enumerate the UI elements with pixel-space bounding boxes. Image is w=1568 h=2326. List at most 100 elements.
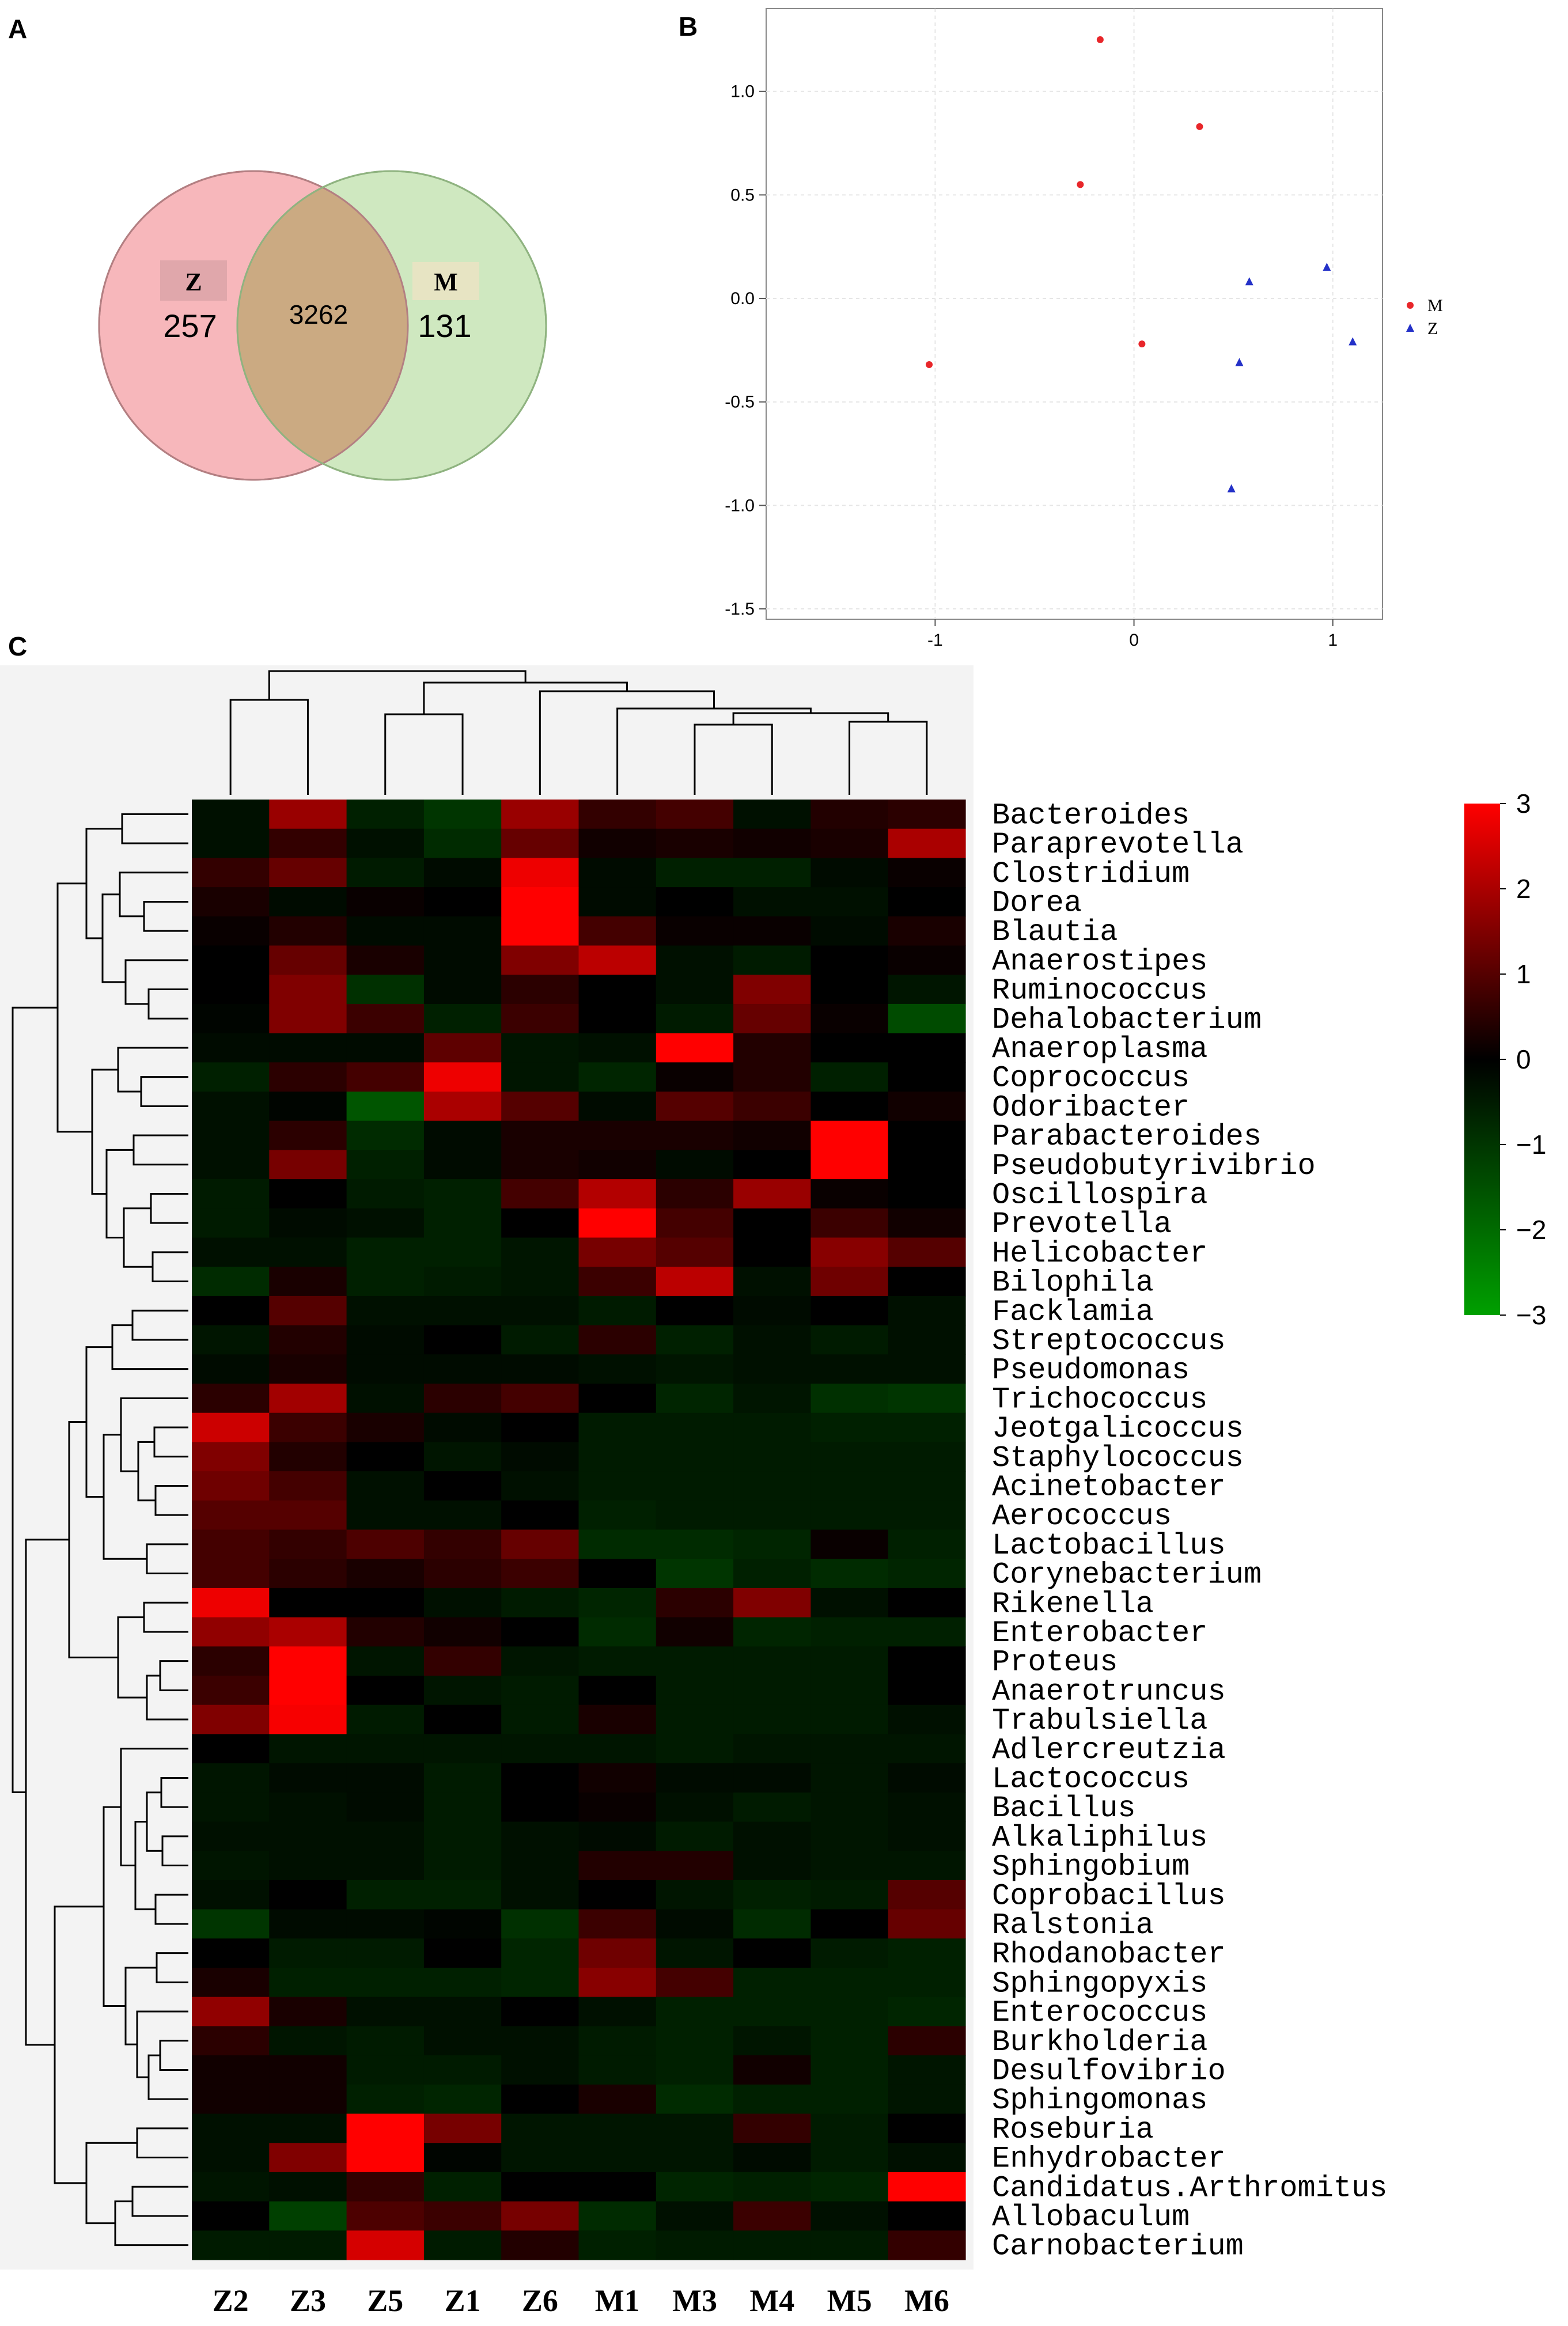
heatmap-cell	[269, 800, 347, 829]
heatmap-cell	[269, 916, 347, 946]
row-label: Staphylococcus	[992, 1441, 1244, 1475]
heatmap-cell	[346, 1325, 425, 1355]
heatmap-cell	[656, 1763, 734, 1793]
row-label: Sphingopyxis	[992, 1967, 1207, 2001]
row-label: Corynebacterium	[992, 1558, 1262, 1592]
heatmap-cell	[423, 1267, 502, 1297]
heatmap-cell	[578, 1734, 657, 1764]
heatmap-cell	[578, 1704, 657, 1734]
heatmap-cell	[888, 1792, 966, 1823]
heatmap-cell	[888, 1617, 966, 1647]
heatmap-cell	[501, 1003, 580, 1034]
heatmap-cell	[810, 2172, 889, 2202]
heatmap-cell	[733, 1092, 811, 1122]
heatmap-cell	[192, 2230, 270, 2260]
scatter-point-m	[1196, 123, 1203, 130]
heatmap-cell	[810, 2113, 889, 2143]
heatmap-cell	[501, 1384, 580, 1414]
row-label: Lactococcus	[992, 1763, 1190, 1797]
column-label: Z2	[213, 2283, 249, 2318]
heatmap-cell	[423, 1676, 502, 1706]
heatmap-cell	[733, 1588, 811, 1618]
heatmap-cell	[888, 1909, 966, 1939]
heatmap-cell	[733, 1997, 811, 2026]
row-label: Enterococcus	[992, 1996, 1207, 2030]
legend-label-z: Z	[1427, 319, 1438, 338]
heatmap-cell	[501, 1471, 580, 1501]
row-label: Sphingomonas	[992, 2083, 1207, 2117]
heatmap-cell	[656, 1851, 734, 1881]
heatmap-cell	[733, 1325, 811, 1355]
row-label: Aerococcus	[992, 1499, 1172, 1533]
heatmap-cell	[656, 1150, 734, 1180]
column-label: M4	[749, 2283, 794, 2318]
heatmap-cell	[888, 1646, 966, 1676]
heatmap-cell	[733, 2172, 811, 2202]
heatmap-cell	[578, 1442, 657, 1472]
heatmap-cell	[192, 916, 270, 946]
heatmap-cell	[346, 858, 425, 888]
heatmap-cell	[578, 945, 657, 975]
heatmap-cell	[656, 1792, 734, 1823]
heatmap-cell	[810, 1237, 889, 1267]
heatmap-cell	[656, 828, 734, 858]
heatmap-cell	[578, 1120, 657, 1150]
row-label: Odoribacter	[992, 1090, 1190, 1124]
row-label: Anaeroplasma	[992, 1032, 1207, 1066]
heatmap-cell	[346, 1880, 425, 1910]
heatmap-cell	[578, 2143, 657, 2173]
scatter-points	[926, 36, 1357, 493]
heatmap-cell	[810, 1997, 889, 2026]
heatmap-cell	[578, 1617, 657, 1647]
row-label: Ruminococcus	[992, 974, 1207, 1008]
heatmap-cell	[346, 2172, 425, 2202]
heatmap-cell	[192, 1880, 270, 1910]
heatmap-cell	[269, 828, 347, 858]
heatmap-cell	[810, 1529, 889, 1559]
heatmap-cell	[192, 1792, 270, 1823]
heatmap-cell	[269, 1295, 347, 1326]
heatmap-cell	[423, 1033, 502, 1063]
heatmap-cell	[733, 828, 811, 858]
heatmap-cell	[888, 2113, 966, 2143]
heatmap-cell	[733, 1792, 811, 1823]
heatmap-cell	[733, 2143, 811, 2173]
heatmap-cell	[192, 1997, 270, 2026]
panel-letter-b: B	[679, 12, 698, 41]
column-label: Z1	[445, 2283, 481, 2318]
heatmap-cell	[888, 1471, 966, 1501]
heatmap-cell	[269, 858, 347, 888]
heatmap-cell	[192, 1062, 270, 1092]
heatmap-cell	[578, 1763, 657, 1793]
heatmap-cell	[269, 2143, 347, 2173]
heatmap-cell	[269, 1851, 347, 1881]
heatmap-cell	[192, 1821, 270, 1851]
heatmap-cell	[810, 2201, 889, 2231]
heatmap-cell	[501, 1208, 580, 1238]
heatmap-cell	[733, 2055, 811, 2085]
heatmap-cell	[810, 858, 889, 888]
heatmap-cell	[346, 1295, 425, 1326]
heatmap-cell	[269, 1676, 347, 1706]
heatmap-cell	[733, 1412, 811, 1442]
heatmap-cell	[733, 1120, 811, 1150]
column-label: Z6	[522, 2283, 558, 2318]
heatmap-cell	[192, 1179, 270, 1209]
heatmap-cell	[733, 1295, 811, 1326]
heatmap-cell	[656, 2055, 734, 2085]
heatmap-cell	[269, 2201, 347, 2231]
heatmap-cell	[656, 1529, 734, 1559]
scatter-y-tick-label: 0.5	[730, 185, 755, 204]
heatmap-cell	[423, 1734, 502, 1764]
heatmap-cell	[192, 1237, 270, 1267]
heatmap-cell	[269, 1325, 347, 1355]
heatmap-cell	[578, 1676, 657, 1706]
heatmap-cell	[733, 1062, 811, 1092]
heatmap-cell	[810, 1267, 889, 1297]
heatmap-cell	[501, 1704, 580, 1734]
heatmap-cell	[578, 1792, 657, 1823]
heatmap-cell	[578, 1150, 657, 1180]
heatmap-cell	[269, 1997, 347, 2026]
heatmap-cell	[501, 2084, 580, 2115]
heatmap-cell	[346, 1442, 425, 1472]
